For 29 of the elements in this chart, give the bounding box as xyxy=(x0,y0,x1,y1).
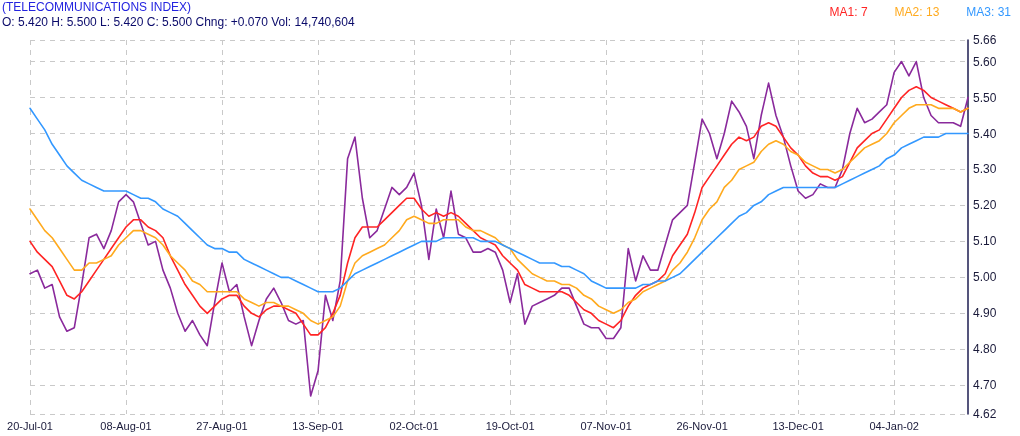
line-series xyxy=(29,60,969,397)
y-tick-label: 5.60 xyxy=(973,54,997,69)
x-tick-label: 02-Oct-01 xyxy=(389,419,439,432)
y-tick-label: 5.66 xyxy=(973,33,997,47)
y-tick-label: 5.00 xyxy=(973,270,997,285)
x-tick-label: 19-Oct-01 xyxy=(485,419,535,432)
text: MA1: 7 xyxy=(829,5,868,19)
y-tick-label: 5.40 xyxy=(973,126,997,141)
text: MA2: 13 xyxy=(894,5,940,19)
y-tick-label: 5.20 xyxy=(973,198,997,213)
x-tick-label: 08-Aug-01 xyxy=(100,419,152,432)
x-tick-label: 07-Nov-01 xyxy=(580,419,632,432)
y-tick-label: 5.10 xyxy=(973,234,997,249)
y-tick-label: 4.80 xyxy=(973,342,997,357)
x-tick-label: 26-Nov-01 xyxy=(676,419,728,432)
chart-title: (TELECOMMUNICATIONS INDEX) xyxy=(2,0,192,14)
y-tick-label: 4.70 xyxy=(973,378,997,393)
y-tick-label: 5.30 xyxy=(973,162,997,177)
y-tick-label: 5.50 xyxy=(973,90,997,105)
text: MA3: 31 xyxy=(966,5,1012,19)
x-tick-label: 27-Aug-01 xyxy=(196,419,248,432)
chart-subtitle: O: 5.420 H: 5.500 L: 5.420 C: 5.500 Chng: +0.070 Vol: 14,740,604 xyxy=(2,15,355,29)
x-tick-label: 20-Jul-01 xyxy=(7,419,53,432)
x-tick-label: 13-Sep-01 xyxy=(292,419,344,432)
line-series xyxy=(29,107,969,293)
y-tick-label: 4.62 xyxy=(973,407,997,421)
x-tick-label: 13-Dec-01 xyxy=(772,419,824,432)
x-tick-label: 04-Jan-02 xyxy=(869,419,919,432)
y-tick-label: 4.90 xyxy=(973,306,997,321)
